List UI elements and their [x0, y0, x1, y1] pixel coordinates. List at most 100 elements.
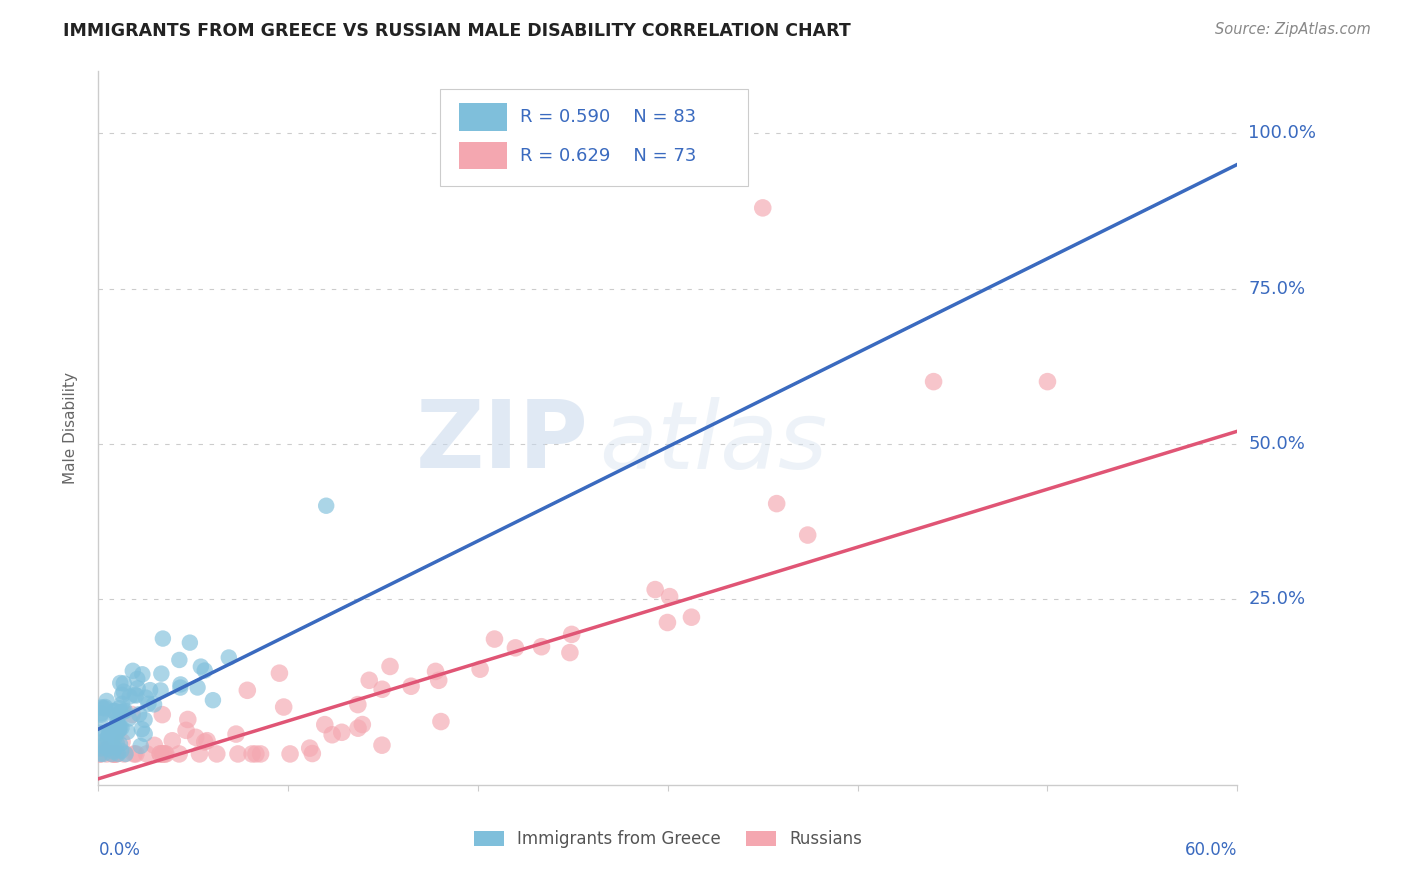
- Point: [96, 747, 118, 761]
- Point: [94, 743, 117, 757]
- Point: [177, 713, 200, 727]
- Point: [93, 747, 115, 761]
- Point: [378, 659, 401, 673]
- Point: [98, 728, 121, 742]
- Point: [278, 747, 301, 761]
- Point: [105, 736, 128, 750]
- Point: [330, 725, 353, 739]
- Text: Source: ZipAtlas.com: Source: ZipAtlas.com: [1215, 22, 1371, 37]
- Point: [139, 683, 162, 698]
- Point: [124, 688, 146, 702]
- Point: [128, 707, 150, 722]
- Point: [118, 690, 141, 704]
- Point: [321, 728, 343, 742]
- Point: [236, 683, 259, 698]
- Point: [110, 744, 132, 758]
- Point: [96, 694, 118, 708]
- Text: ZIP: ZIP: [415, 396, 588, 489]
- Point: [91, 734, 114, 748]
- Bar: [460, 142, 508, 169]
- Point: [245, 747, 267, 761]
- Point: [121, 664, 143, 678]
- Point: [93, 701, 115, 715]
- Point: [112, 676, 135, 690]
- Point: [110, 705, 132, 719]
- Point: [89, 747, 111, 761]
- Legend: Immigrants from Greece, Russians: Immigrants from Greece, Russians: [467, 824, 869, 855]
- Point: [201, 693, 224, 707]
- Point: [101, 729, 124, 743]
- Point: [101, 747, 124, 761]
- Point: [143, 739, 166, 753]
- Point: [122, 747, 145, 761]
- Point: [135, 690, 157, 705]
- Point: [314, 717, 336, 731]
- Text: R = 0.629    N = 73: R = 0.629 N = 73: [520, 146, 696, 164]
- Point: [169, 653, 191, 667]
- Point: [112, 747, 135, 761]
- Point: [121, 707, 143, 722]
- Point: [135, 747, 157, 761]
- Point: [644, 582, 666, 597]
- Point: [112, 705, 135, 719]
- Point: [188, 747, 211, 761]
- Point: [103, 747, 125, 761]
- Text: IMMIGRANTS FROM GREECE VS RUSSIAN MALE DISABILITY CORRELATION CHART: IMMIGRANTS FROM GREECE VS RUSSIAN MALE D…: [63, 22, 851, 40]
- Point: [1036, 375, 1059, 389]
- Point: [103, 704, 125, 718]
- Point: [129, 739, 152, 753]
- Point: [103, 740, 125, 755]
- Point: [114, 747, 136, 761]
- Point: [152, 747, 174, 761]
- Point: [922, 375, 945, 389]
- Point: [105, 725, 128, 739]
- Point: [107, 716, 129, 731]
- Point: [100, 724, 122, 739]
- Point: [352, 717, 374, 731]
- Point: [765, 497, 787, 511]
- Point: [90, 700, 112, 714]
- Point: [105, 713, 128, 727]
- Point: [111, 735, 134, 749]
- Text: 75.0%: 75.0%: [1249, 279, 1306, 298]
- Point: [468, 662, 491, 676]
- Point: [125, 689, 148, 703]
- Point: [427, 673, 450, 688]
- Point: [430, 714, 453, 729]
- Point: [91, 739, 114, 753]
- Point: [149, 683, 172, 698]
- Point: [110, 721, 132, 735]
- Point: [347, 698, 370, 712]
- Point: [425, 665, 447, 679]
- Point: [149, 747, 172, 761]
- Point: [100, 724, 122, 739]
- Point: [131, 667, 153, 681]
- Point: [117, 724, 139, 739]
- Text: 100.0%: 100.0%: [1249, 124, 1316, 143]
- Point: [112, 684, 135, 698]
- Point: [131, 722, 153, 736]
- Point: [558, 646, 581, 660]
- Point: [90, 706, 112, 720]
- Point: [371, 738, 394, 752]
- Point: [143, 698, 166, 712]
- FancyBboxPatch shape: [440, 89, 748, 186]
- Point: [100, 727, 122, 741]
- Point: [108, 717, 131, 731]
- Point: [114, 704, 136, 718]
- Point: [108, 701, 131, 715]
- Point: [90, 707, 112, 722]
- Point: [169, 681, 191, 695]
- Point: [218, 650, 240, 665]
- Point: [796, 528, 818, 542]
- Point: [108, 737, 131, 751]
- Text: R = 0.590    N = 83: R = 0.590 N = 83: [520, 108, 696, 126]
- Point: [484, 632, 506, 646]
- Point: [150, 707, 173, 722]
- Point: [359, 673, 381, 688]
- Point: [89, 747, 111, 761]
- Text: 50.0%: 50.0%: [1249, 434, 1305, 452]
- Point: [153, 747, 176, 761]
- Point: [104, 730, 127, 744]
- Point: [187, 681, 209, 695]
